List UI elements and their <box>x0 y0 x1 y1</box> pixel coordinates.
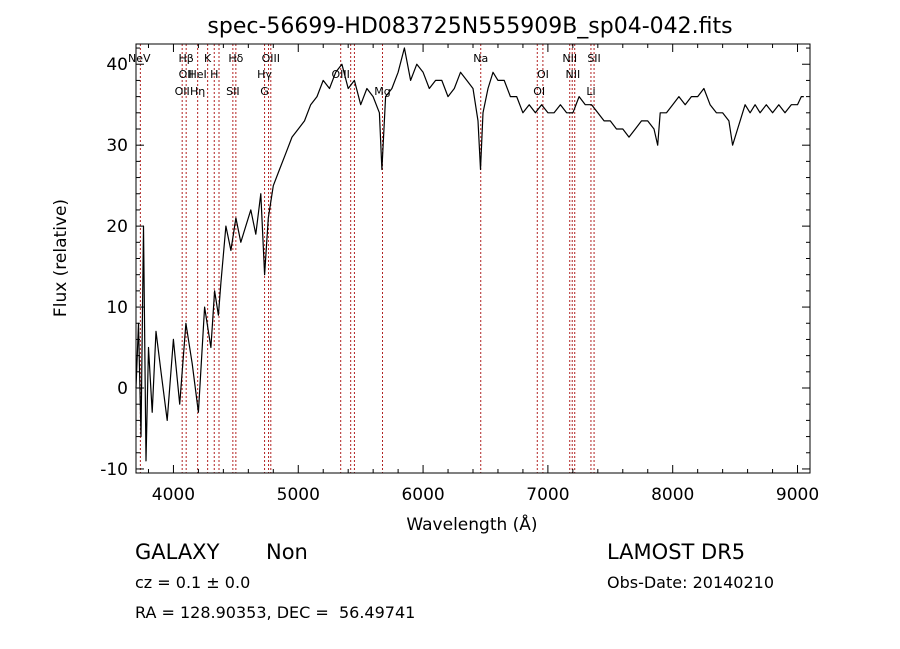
y-tick-label-3: 20 <box>106 217 128 237</box>
x-tick-label-2: 6000 <box>401 485 444 505</box>
plot-frame <box>135 43 811 474</box>
line-label-6: K <box>204 52 212 65</box>
line-label-3: Hβ <box>179 52 194 65</box>
x-tick-label-4: 8000 <box>651 485 694 505</box>
line-label-16: OI <box>537 68 549 81</box>
x-tick-label-5: 9000 <box>776 485 819 505</box>
line-label-18: NII <box>562 52 577 65</box>
line-label-17: OI <box>533 85 545 98</box>
line-label-4: HeI <box>189 68 207 81</box>
line-label-1: OII <box>179 68 194 81</box>
line-label-8: SII <box>226 85 239 98</box>
line-label-15: Na <box>473 52 488 65</box>
y-tick-label-2: 10 <box>106 298 128 318</box>
object-class: GALAXY <box>135 540 220 564</box>
line-label-19: NII <box>565 68 580 81</box>
line-label-11: G <box>260 85 269 98</box>
line-label-10: Hγ <box>257 68 272 81</box>
line-label-14: Mg <box>374 85 390 98</box>
spectral-line-labels: NeVOIIOIIHβHeIHηKHSIIHδHγGOIIIOIIIMgNaOI… <box>128 52 601 98</box>
survey-name: LAMOST DR5 <box>607 540 746 564</box>
line-label-12: OIII <box>262 52 280 65</box>
observation-date: Obs-Date: 20140210 <box>607 573 775 592</box>
line-label-9: Hδ <box>228 52 243 65</box>
y-tick-label-0: -10 <box>100 460 128 480</box>
axes: 4000 5000 6000 7000 8000 9000 -10 0 10 20 30 40 <box>100 44 819 505</box>
line-label-20: Li <box>586 85 595 98</box>
object-subclass: Non <box>266 540 308 564</box>
y-tick-label-4: 30 <box>106 136 128 156</box>
flux-line-0 <box>135 47 804 462</box>
line-label-21: SII <box>587 52 600 65</box>
flux-series <box>135 47 804 462</box>
redshift-cz: cz = 0.1 ± 0.0 <box>135 573 251 592</box>
y-axis-label: Flux (relative) <box>51 199 71 317</box>
x-tick-label-3: 7000 <box>526 485 569 505</box>
line-label-5: Hη <box>190 85 205 98</box>
x-tick-label-0: 4000 <box>152 485 195 505</box>
chart-title: spec-56699-HD083725N555909B_sp04-042.fit… <box>207 14 732 39</box>
y-tick-label-1: 0 <box>117 379 128 399</box>
y-tick-label-5: 40 <box>106 55 128 75</box>
line-label-7: H <box>210 68 218 81</box>
line-label-2: OII <box>175 85 190 98</box>
x-tick-label-1: 5000 <box>277 485 320 505</box>
line-label-0: NeV <box>128 52 151 65</box>
x-axis-label: Wavelength (Å) <box>406 513 537 535</box>
ra-dec: RA = 128.90353, DEC = 56.49741 <box>135 603 416 622</box>
